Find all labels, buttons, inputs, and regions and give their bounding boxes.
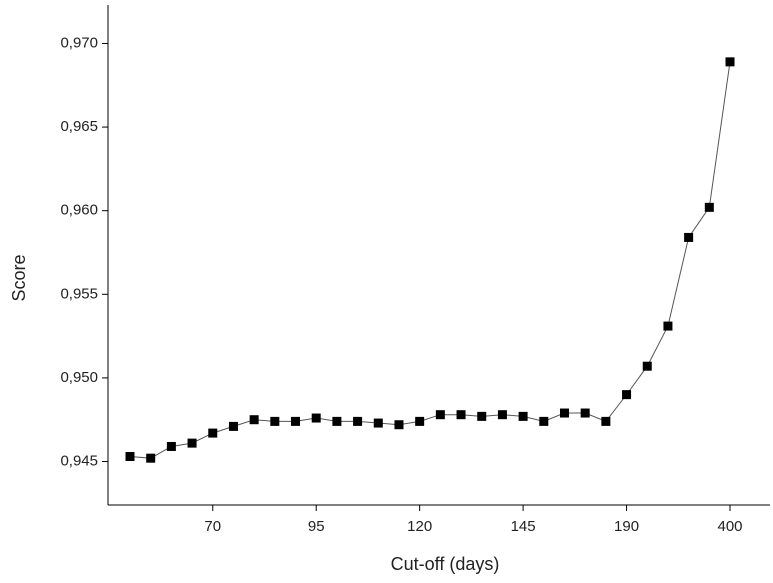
x-tick-label: 190 [614,518,639,535]
y-tick-label: 0,960 [60,202,98,219]
marker [394,420,404,430]
y-tick-label: 0,955 [60,285,98,302]
marker [642,361,652,371]
marker [435,410,445,420]
marker [353,416,363,426]
marker [559,408,569,418]
y-axis-title: Score [9,254,29,301]
y-tick-label: 0,945 [60,452,98,469]
x-tick-label: 400 [717,518,742,535]
marker [311,413,321,423]
x-tick-label: 145 [511,518,536,535]
marker [228,421,238,431]
marker [146,453,156,463]
x-axis-title: Cut-off (days) [391,554,500,574]
x-tick-label: 120 [407,518,432,535]
marker [166,441,176,451]
x-tick-label: 70 [204,518,221,535]
marker [539,416,549,426]
marker [270,416,280,426]
marker [208,428,218,438]
line [129,61,731,459]
marker [125,452,135,462]
y-tick-label: 0,950 [60,369,98,386]
marker [684,232,694,242]
marker [373,418,383,428]
marker [497,410,507,420]
marker [415,416,425,426]
marker [725,57,735,67]
marker [291,416,301,426]
marker [477,411,487,421]
marker [332,416,342,426]
marker [663,321,673,331]
marker [704,202,714,212]
marker [456,410,466,420]
marker [580,408,590,418]
marker [601,416,611,426]
marker [187,438,197,448]
marker [622,390,632,400]
x-tick-label: 95 [308,518,325,535]
y-tick-label: 0,965 [60,118,98,135]
marker [518,411,528,421]
y-tick-label: 0,970 [60,34,98,51]
marker [249,415,259,425]
